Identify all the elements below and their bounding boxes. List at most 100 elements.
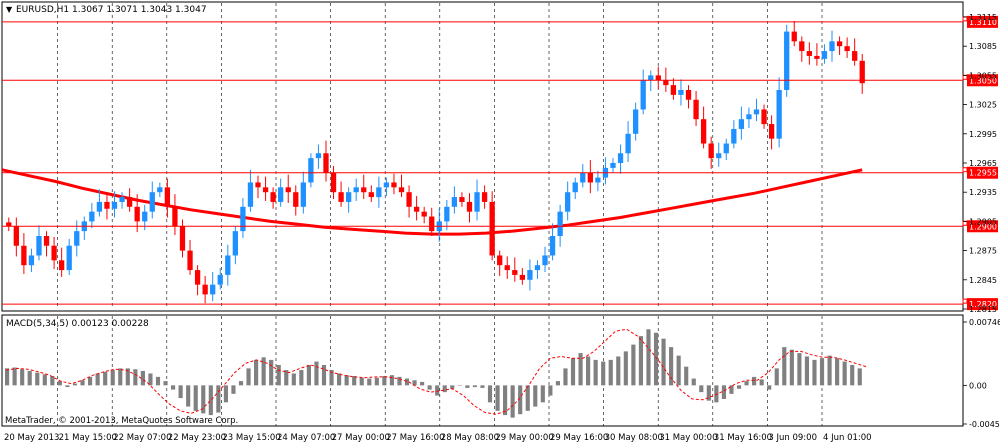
- macd-tick-label: -0.00455: [969, 420, 1000, 429]
- candle-bearish: [59, 260, 65, 271]
- time-tick-label: 29 May 00:00: [495, 433, 553, 443]
- price-tick-label: 1.2905: [969, 217, 997, 226]
- macd-histogram-bar: [337, 373, 342, 386]
- candle-bullish: [353, 187, 359, 193]
- macd-histogram-bar: [171, 385, 176, 390]
- candle-bullish: [240, 206, 246, 232]
- candle-bearish: [21, 245, 27, 266]
- price-tick-label: 1.3025: [969, 101, 997, 110]
- candle-bullish: [376, 187, 382, 198]
- ohlc-values: 1.3067 1.3071 1.3043 1.3047: [72, 5, 207, 15]
- candle-bullish: [746, 114, 752, 120]
- candle-bearish: [429, 216, 435, 232]
- macd-histogram-bar: [50, 376, 55, 386]
- macd-tick-label: 0.00746: [969, 318, 1000, 327]
- macd-histogram-bar: [593, 359, 598, 386]
- macd-histogram-bar: [284, 370, 289, 386]
- macd-histogram-bar: [759, 379, 764, 386]
- candle-bearish: [43, 236, 50, 246]
- macd-layer: [5, 328, 867, 418]
- macd-histogram-bar: [435, 385, 440, 396]
- macd-histogram-bar: [231, 385, 236, 394]
- macd-histogram-bar: [782, 347, 787, 386]
- candle-bearish: [481, 192, 488, 202]
- price-tick-label: 1.2875: [969, 247, 997, 256]
- candle-bearish: [285, 187, 291, 193]
- macd-histogram-bar: [608, 359, 613, 386]
- macd-histogram-bar: [201, 385, 206, 414]
- macd-histogram-bar: [676, 355, 681, 386]
- price-level-tag: 1.3110: [967, 15, 998, 28]
- macd-histogram-bar: [578, 353, 583, 386]
- copyright-text: MetaTrader, © 2001-2013, MetaQuotes Soft…: [5, 416, 238, 426]
- macd-histogram-bar: [42, 374, 47, 386]
- candle-bullish: [784, 31, 790, 91]
- candle-bullish: [210, 284, 216, 295]
- menu-arrow-icon[interactable]: ▼: [6, 5, 13, 14]
- macd-histogram-bar: [118, 368, 123, 386]
- candle-bearish: [852, 51, 858, 61]
- macd-histogram-bar: [661, 338, 666, 386]
- time-tick-label: 28 May 08:00: [441, 433, 499, 443]
- macd-label: MACD(5,34,5) 0.00123 0.00228: [6, 319, 149, 329]
- macd-histogram-bar: [314, 361, 319, 386]
- candle-bearish: [323, 153, 329, 173]
- candle-bullish: [723, 143, 729, 154]
- candle-bullish: [157, 187, 163, 193]
- candle-bullish: [119, 197, 125, 202]
- candle-bearish: [6, 222, 12, 227]
- candle-bullish: [527, 270, 533, 280]
- macd-histogram-bar: [65, 385, 70, 388]
- macd-histogram-bar: [95, 373, 100, 386]
- candle-bullish: [247, 182, 254, 207]
- level-handle[interactable]: [962, 167, 968, 173]
- macd-histogram-bar: [246, 368, 251, 386]
- level-handle[interactable]: [962, 220, 968, 226]
- candle-bullish: [557, 211, 563, 236]
- time-tick-label: 20 May 2013: [4, 433, 59, 443]
- candle-bearish: [512, 270, 518, 275]
- macd-histogram-bar: [729, 385, 734, 394]
- candle-bullish: [678, 90, 684, 95]
- candle-bearish: [504, 265, 510, 271]
- candle-bullish: [142, 211, 148, 222]
- macd-panel[interactable]: [1, 314, 964, 427]
- candle-bullish: [580, 172, 586, 183]
- level-handle[interactable]: [962, 16, 968, 22]
- price-level-tag-bg: [967, 220, 998, 233]
- candle-bullish: [308, 158, 314, 183]
- macd-histogram-bar: [57, 381, 62, 386]
- candle-bearish: [655, 75, 661, 81]
- level-handle[interactable]: [962, 74, 968, 80]
- macd-histogram-bar: [774, 368, 779, 386]
- candle-bullish: [444, 206, 450, 222]
- candle-bearish: [126, 197, 133, 207]
- macd-histogram-bar: [480, 385, 485, 388]
- price-panel[interactable]: [1, 1, 964, 312]
- macd-histogram-bar: [238, 381, 244, 386]
- macd-histogram-bar: [691, 378, 696, 386]
- macd-histogram-bar: [110, 370, 115, 386]
- macd-histogram-bar: [540, 385, 545, 403]
- candle-bearish: [806, 51, 812, 56]
- macd-histogram-bar: [548, 385, 553, 396]
- macd-histogram-bar: [216, 385, 221, 413]
- time-tick-label: 30 May 08:00: [605, 433, 663, 443]
- candle-bearish: [270, 192, 276, 202]
- macd-histogram-bar: [457, 385, 462, 386]
- macd-histogram-bar: [472, 385, 477, 388]
- candle-bullish: [633, 109, 639, 134]
- price-level-tag-bg: [967, 15, 998, 28]
- level-handle[interactable]: [962, 298, 968, 304]
- candle-bearish: [13, 226, 19, 246]
- macd-histogram-bar: [420, 381, 425, 386]
- macd-histogram-bar: [699, 385, 704, 393]
- macd-histogram-bar: [835, 358, 840, 386]
- candle-bullish: [74, 231, 80, 246]
- macd-histogram-bar: [321, 364, 327, 386]
- candle-bullish: [149, 192, 155, 212]
- macd-histogram-bar: [653, 332, 659, 386]
- macd-histogram-bar: [563, 368, 568, 386]
- macd-histogram-bar: [306, 364, 311, 386]
